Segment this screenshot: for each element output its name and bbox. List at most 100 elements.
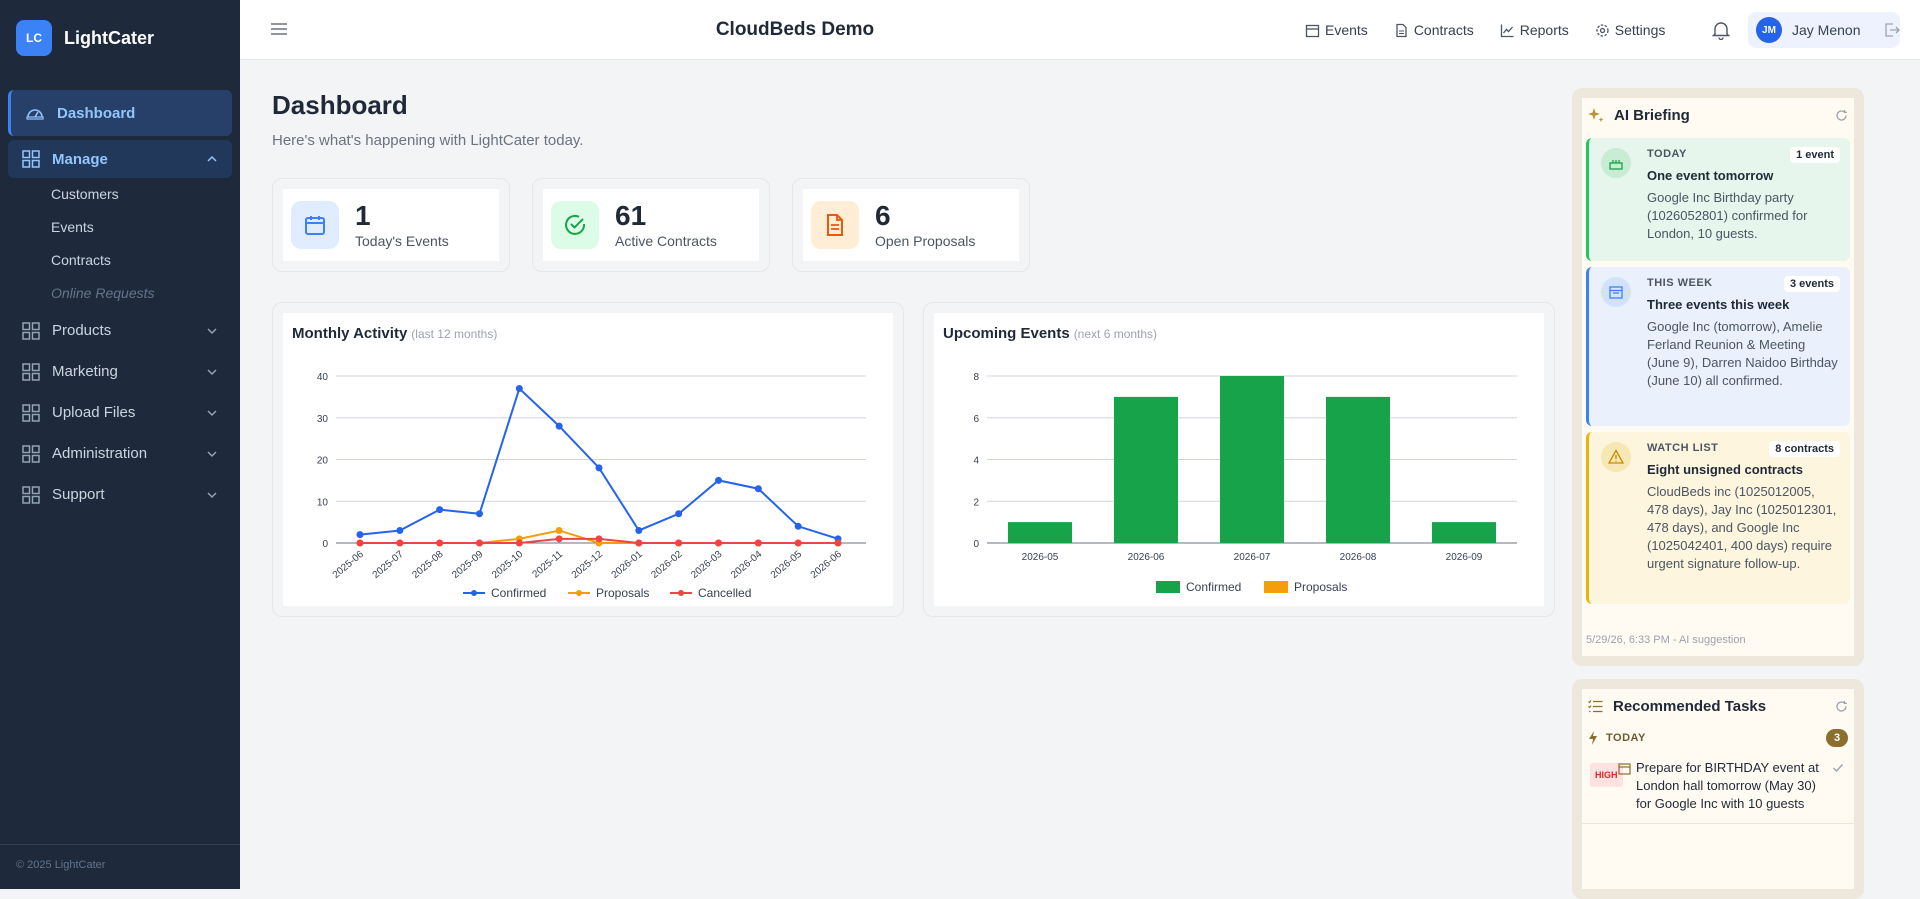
upcoming-events-chart: 0 2 4 6 8 2026-05 2026-06 2026-07 2026-08 2026-09… <box>973 372 1517 594</box>
data-point <box>356 539 364 547</box>
stat-card-open-proposals[interactable]: 6 Open Proposals <box>792 178 1030 272</box>
task-item-partial[interactable] <box>1582 824 1854 844</box>
dashboard-icon <box>26 109 44 120</box>
chart-title: Monthly Activity (last 12 months) <box>292 325 497 342</box>
briefing-heading: Three events this week <box>1647 297 1790 312</box>
calendar-week-icon <box>1601 277 1631 307</box>
grid-icon <box>22 444 40 463</box>
top-link-label: Reports <box>1519 22 1569 38</box>
sidebar-item-products[interactable]: Products <box>8 310 232 351</box>
manage-submenu: Customers Events Contracts Online Reques… <box>8 178 232 310</box>
logout-icon[interactable] <box>1884 22 1900 38</box>
legend-marker <box>678 590 684 596</box>
stat-label: Open Proposals <box>875 233 976 249</box>
top-link-settings[interactable]: Settings <box>1595 22 1665 38</box>
cake-icon <box>1601 148 1631 178</box>
sidebar-item-administration[interactable]: Administration <box>8 433 232 474</box>
chart-subtitle: (last 12 months) <box>411 327 498 341</box>
data-point <box>555 535 563 543</box>
sidebar-item-manage[interactable]: Manage <box>8 140 232 178</box>
ai-briefing-header: AI Briefing <box>1582 98 1854 132</box>
data-point <box>396 526 404 534</box>
sidebar-footer: © 2025 LightCater <box>0 844 240 889</box>
top-link-reports[interactable]: Reports <box>1500 22 1569 38</box>
chart-title-text: Upcoming Events <box>943 325 1070 342</box>
data-point <box>396 539 404 547</box>
x-tick-label: 2026-06 <box>809 549 845 581</box>
data-point <box>595 535 603 543</box>
data-point <box>834 539 842 547</box>
brand-name: LightCater <box>64 27 154 48</box>
submenu-item-online-requests[interactable]: Online Requests <box>51 285 155 301</box>
y-tick-label: 4 <box>973 456 979 467</box>
user-menu[interactable]: JM Jay Menon <box>1748 12 1900 48</box>
check-circle-icon <box>551 201 599 249</box>
top-link-contracts[interactable]: Contracts <box>1394 22 1474 38</box>
stat-card-todays-events[interactable]: 1 Today's Events <box>272 178 510 272</box>
chart-subtitle: (next 6 months) <box>1073 327 1158 341</box>
sidebar-item-upload-files[interactable]: Upload Files <box>8 392 232 433</box>
sidebar-item-dashboard[interactable]: Dashboard <box>8 90 232 136</box>
data-point <box>675 539 683 547</box>
sidebar-item-support[interactable]: Support <box>8 474 232 515</box>
refresh-icon[interactable] <box>1835 700 1848 713</box>
data-point <box>555 526 563 534</box>
x-tick-label: 2026-01 <box>610 549 646 581</box>
hamburger-menu-icon[interactable] <box>270 20 288 38</box>
x-tick-label: 2025-11 <box>530 549 565 581</box>
briefing-item-this-week[interactable]: THIS WEEK 3 events Three events this wee… <box>1586 267 1850 426</box>
data-point <box>635 526 643 534</box>
x-tick-label: 2025-12 <box>570 549 606 581</box>
brand[interactable]: LC LightCater <box>0 0 240 76</box>
data-point <box>476 539 483 547</box>
sidebar: LC LightCater Dashboard Manage Customers… <box>0 0 240 889</box>
data-point <box>515 385 523 393</box>
grid-icon <box>22 362 40 381</box>
stat-value: 1 <box>355 200 371 231</box>
calendar-icon <box>1305 24 1320 37</box>
top-link-events[interactable]: Events <box>1305 22 1368 38</box>
submenu-item-contracts[interactable]: Contracts <box>51 252 111 268</box>
briefing-item-watch-list[interactable]: WATCH LIST 8 contracts Eight unsigned co… <box>1586 432 1850 604</box>
data-point <box>715 476 722 484</box>
data-point <box>715 539 722 547</box>
grid-icon <box>22 150 40 168</box>
sidebar-item-marketing[interactable]: Marketing <box>8 351 232 392</box>
avatar: JM <box>1756 17 1782 43</box>
bar <box>1008 522 1072 543</box>
briefing-item-today[interactable]: TODAY 1 event One event tomorrow Google … <box>1586 138 1850 261</box>
stat-label: Today's Events <box>355 233 449 249</box>
y-tick-label: 20 <box>317 456 329 467</box>
data-point <box>436 506 444 514</box>
ai-briefing-panel: AI Briefing TODAY 1 event One event tomo… <box>1572 88 1864 666</box>
series-line <box>359 386 839 540</box>
stat-card-active-contracts[interactable]: 61 Active Contracts <box>532 178 770 272</box>
check-icon[interactable] <box>1832 762 1844 774</box>
chart-title: Upcoming Events (next 6 months) <box>943 325 1157 342</box>
task-item[interactable]: HIGH Prepare for BIRTHDAY event at Londo… <box>1582 749 1854 824</box>
briefing-body: Google Inc Birthday party (1026052801) c… <box>1647 190 1808 241</box>
sidebar-item-label: Products <box>52 322 112 339</box>
briefing-count: 8 contracts <box>1769 441 1840 457</box>
bell-icon[interactable] <box>1712 20 1730 40</box>
x-tick-label: 2026-04 <box>729 549 765 581</box>
data-point <box>794 539 802 547</box>
briefing-body: Google Inc (tomorrow), Amelie Ferland Re… <box>1647 319 1838 388</box>
legend-label: Proposals <box>1294 580 1347 594</box>
chart-title-text: Monthly Activity <box>292 325 408 342</box>
y-tick-label: 10 <box>317 497 329 508</box>
y-tick-label: 40 <box>317 372 329 383</box>
task-group-today[interactable]: TODAY 3 <box>1582 727 1854 749</box>
chevron-down-icon <box>207 491 217 498</box>
gear-icon <box>1596 23 1609 37</box>
submenu-item-events[interactable]: Events <box>51 219 94 235</box>
briefing-tag: WATCH LIST <box>1647 442 1719 454</box>
refresh-icon[interactable] <box>1835 109 1848 122</box>
document-icon <box>811 201 859 249</box>
submenu-item-customers[interactable]: Customers <box>51 186 119 202</box>
x-tick-label: 2026-06 <box>1128 552 1165 563</box>
sparkle-icon <box>1588 108 1604 123</box>
bar <box>1220 376 1284 543</box>
sidebar-item-label: Support <box>52 486 105 503</box>
chevron-down-icon <box>207 450 217 457</box>
